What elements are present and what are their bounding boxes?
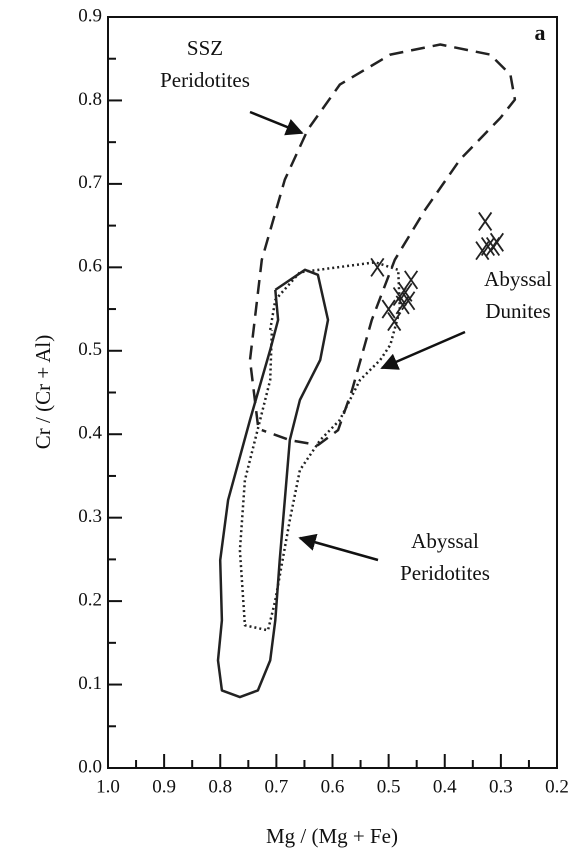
field-label: SSZ (187, 36, 223, 60)
x-marker (478, 211, 493, 231)
x-tick-label: 0.8 (208, 776, 232, 797)
x-marker (387, 312, 402, 332)
y-tick-label: 0.4 (78, 423, 102, 444)
x-axis-label: Mg / (Mg + Fe) (266, 824, 398, 848)
y-tick-label: 0.1 (78, 673, 102, 694)
x-marker (404, 270, 419, 290)
x-tick-label: 0.3 (489, 776, 513, 797)
plot-frame (107, 16, 558, 769)
field-outline (216, 268, 330, 699)
y-tick-label: 0.9 (78, 5, 102, 26)
x-tick-label: 0.9 (152, 776, 176, 797)
arrow (380, 330, 466, 370)
field-label: Peridotites (400, 561, 490, 585)
field-label: Abyssal (411, 529, 479, 553)
y-tick-label: 0.8 (78, 89, 102, 110)
x-marker (489, 232, 504, 252)
field-label: Abyssal (484, 267, 552, 291)
x-tick-label: 0.6 (321, 776, 345, 797)
arrow (249, 110, 304, 136)
y-tick-label: 0.3 (78, 506, 102, 527)
y-tick-label: 0.0 (78, 756, 102, 777)
panel-label: a (535, 20, 546, 45)
y-axis-label: Cr / (Cr + Al) (31, 335, 55, 450)
x-tick-label: 0.5 (377, 776, 401, 797)
field-outline (238, 261, 402, 632)
x-tick-label: 0.4 (433, 776, 457, 797)
x-tick-label: 0.2 (545, 776, 569, 797)
x-marker (370, 257, 385, 277)
x-marker (480, 236, 496, 256)
field-outline (248, 43, 517, 447)
arrow (298, 533, 379, 562)
y-tick-label: 0.5 (78, 339, 102, 360)
x-marker (401, 291, 416, 311)
x-tick-label: 1.0 (96, 776, 120, 797)
y-tick-label: 0.7 (78, 172, 102, 193)
y-tick-label: 0.6 (78, 256, 102, 277)
x-marker (381, 299, 396, 319)
field-label: Peridotites (160, 68, 250, 92)
y-tick-label: 0.2 (78, 589, 102, 610)
x-tick-label: 0.7 (265, 776, 289, 797)
field-label: Dunites (485, 299, 550, 323)
